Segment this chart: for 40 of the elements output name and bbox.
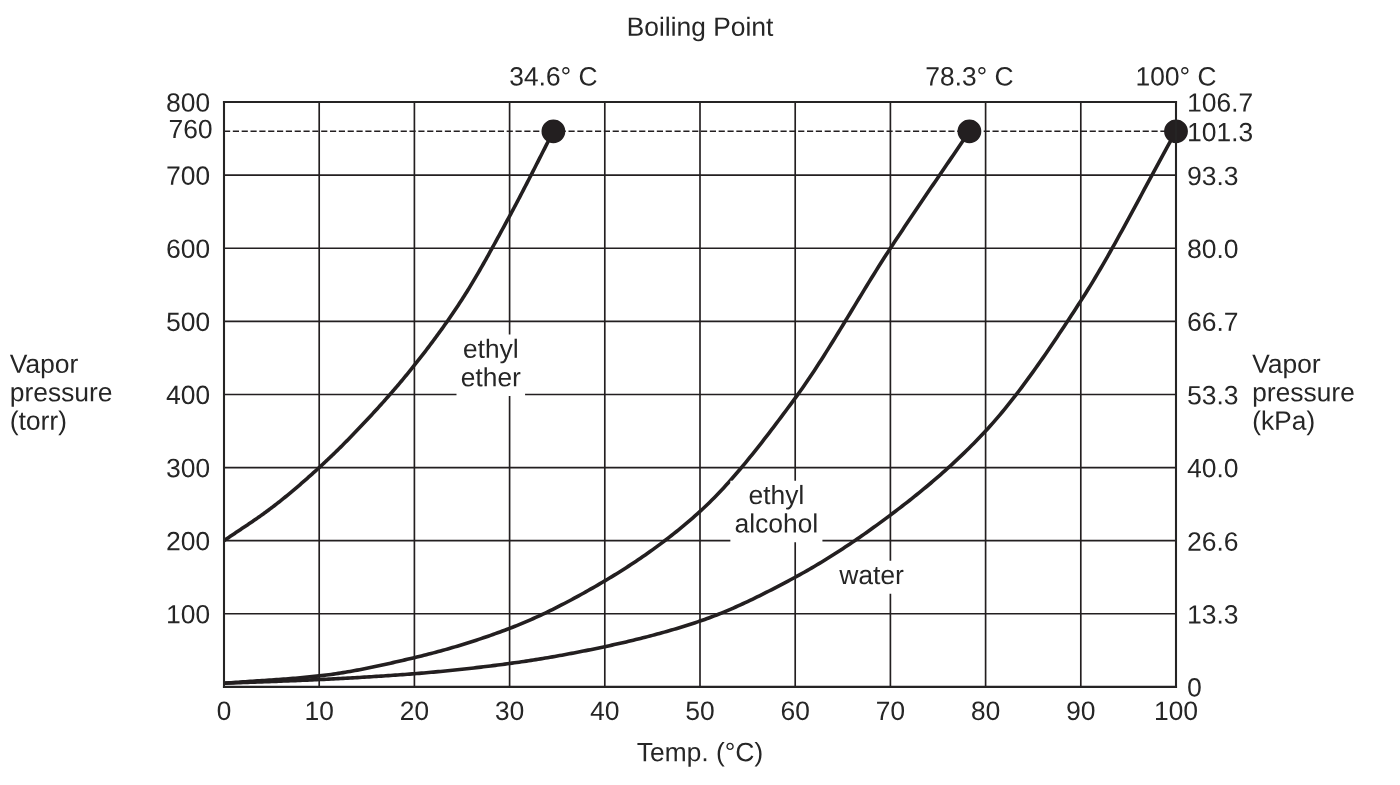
y2-tick-label: 93.3 bbox=[1188, 166, 1238, 186]
x2-tick-label: 34.6° C bbox=[510, 67, 597, 86]
x2-tick-label: 78.3° C bbox=[926, 67, 1013, 86]
x2-axis-title: Boiling Point bbox=[628, 16, 774, 42]
x2-tick-label: 100° C bbox=[1137, 67, 1216, 86]
y-tick-label: 100 bbox=[168, 604, 210, 624]
x-tick-label: 40 bbox=[590, 701, 619, 721]
series-label: ethyl ether bbox=[461, 338, 521, 387]
y-axis-title: Vapor pressure (torr) bbox=[9, 354, 112, 436]
y-tick-label: 200 bbox=[167, 531, 210, 551]
x-tick-label: 0 bbox=[217, 701, 231, 721]
series-label: water bbox=[839, 566, 904, 585]
y2-axis-title: Vapor pressure (kPa) bbox=[1252, 354, 1354, 436]
x-tick-label: 90 bbox=[1067, 701, 1095, 721]
y2-tick-label: 106.7 bbox=[1189, 93, 1252, 112]
y2-tick-label: 66.7 bbox=[1188, 312, 1238, 332]
x-tick-label: 80 bbox=[972, 701, 1000, 721]
x-axis-title: Temp. (°C) bbox=[637, 742, 762, 767]
series-label: ethyl alcohol bbox=[735, 484, 817, 533]
x-tick-label: 100 bbox=[1156, 701, 1197, 721]
y-tick-label: 700 bbox=[167, 166, 210, 185]
y2-tick-label: 40.0 bbox=[1187, 458, 1238, 478]
x-tick-label: 30 bbox=[495, 701, 524, 721]
x-tick-label: 60 bbox=[781, 701, 809, 721]
y2-tick-label: 80.0 bbox=[1188, 239, 1238, 259]
x-tick-label: 10 bbox=[306, 701, 333, 721]
y-tick-label: 800 bbox=[167, 93, 210, 112]
x-tick-label: 20 bbox=[401, 701, 429, 721]
ref-line-label: 760 bbox=[169, 119, 212, 139]
y2-tick-label: 0 bbox=[1188, 678, 1201, 697]
y2-tick-label: 13.3 bbox=[1189, 605, 1238, 624]
x-tick-label: 70 bbox=[877, 701, 905, 721]
y-tick-label: 400 bbox=[166, 385, 210, 405]
y-tick-label: 600 bbox=[167, 239, 210, 259]
x-tick-label: 50 bbox=[686, 701, 714, 721]
y-tick-label: 300 bbox=[167, 458, 210, 478]
y2-tick-label: 101.3 bbox=[1189, 122, 1252, 142]
y2-tick-label: 26.6 bbox=[1188, 532, 1238, 551]
y-tick-label: 500 bbox=[167, 312, 210, 332]
y2-tick-label: 53.3 bbox=[1188, 385, 1238, 405]
